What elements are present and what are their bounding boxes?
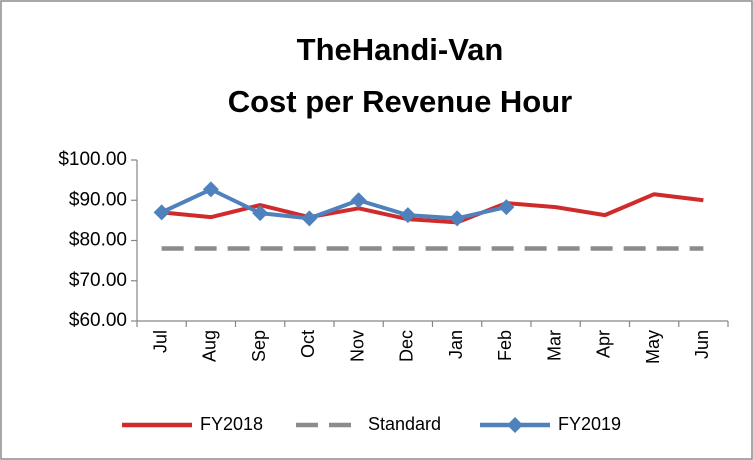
x-tick-label: Oct bbox=[298, 330, 318, 358]
point-marker bbox=[301, 210, 318, 227]
y-tick-label: $60.00 bbox=[69, 310, 127, 331]
x-tick-label: Jul bbox=[150, 330, 170, 353]
x-tick-label: Aug bbox=[200, 330, 220, 362]
y-tick-label: $90.00 bbox=[69, 189, 127, 210]
point-marker bbox=[252, 205, 269, 222]
point-marker bbox=[449, 210, 466, 227]
point-marker bbox=[350, 192, 367, 209]
x-tick-label: Jan bbox=[446, 330, 466, 359]
point-marker bbox=[153, 204, 170, 221]
point-marker bbox=[202, 181, 219, 198]
y-tick-label: $100.00 bbox=[58, 149, 127, 170]
legend-label: Standard bbox=[368, 414, 441, 434]
x-tick-label: Jun bbox=[692, 330, 712, 359]
legend-label: FY2018 bbox=[200, 414, 263, 434]
x-tick-label: Sep bbox=[249, 330, 269, 362]
x-tick-label: Nov bbox=[347, 330, 367, 362]
series-line bbox=[160, 187, 507, 221]
legend-marker bbox=[507, 417, 523, 433]
y-tick-label: $70.00 bbox=[69, 270, 127, 291]
legend-label: FY2019 bbox=[558, 414, 621, 434]
point-marker bbox=[498, 199, 515, 216]
x-tick-label: Feb bbox=[495, 330, 515, 361]
x-tick-label: Apr bbox=[594, 330, 614, 358]
chart-title: Cost per Revenue Hour bbox=[228, 84, 573, 119]
y-tick-label: $80.00 bbox=[69, 230, 127, 251]
point-marker bbox=[399, 207, 416, 224]
chart-title: TheHandi-Van bbox=[297, 32, 504, 67]
x-tick-label: Mar bbox=[544, 330, 564, 361]
x-tick-label: Dec bbox=[397, 330, 417, 362]
x-tick-label: May bbox=[643, 330, 663, 364]
